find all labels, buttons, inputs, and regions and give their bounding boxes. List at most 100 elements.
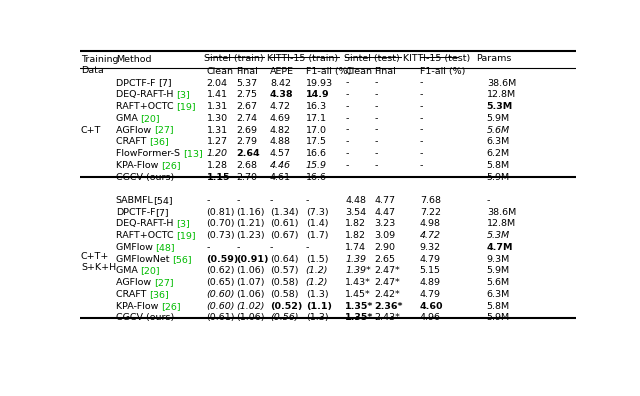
Text: Clean: Clean [346,67,372,76]
Text: -: - [420,79,423,88]
Text: 3.23: 3.23 [374,219,396,228]
Text: KPA-Flow: KPA-Flow [116,161,161,170]
Text: (1.06): (1.06) [236,313,265,322]
Text: GMFlow: GMFlow [116,243,156,252]
Text: 9.3M: 9.3M [486,255,510,264]
Text: -: - [270,243,273,252]
Text: 5.9M: 5.9M [486,114,510,123]
Text: DPCTF-F: DPCTF-F [116,79,158,88]
Text: 5.9M: 5.9M [486,173,510,181]
Text: Sintel (test): Sintel (test) [344,54,400,63]
Text: (1.7): (1.7) [306,231,328,240]
Text: (0.73): (0.73) [207,231,235,240]
Text: 4.47: 4.47 [374,208,395,217]
Text: -: - [346,90,349,99]
Text: 2.70: 2.70 [236,173,257,181]
Text: [26]: [26] [161,161,180,170]
Text: -: - [270,196,273,205]
Text: GMFlowNet: GMFlowNet [116,255,172,264]
Text: [19]: [19] [177,102,196,111]
Text: (0.91): (0.91) [236,255,269,264]
Text: 4.38: 4.38 [270,90,294,99]
Text: 6.3M: 6.3M [486,290,510,299]
Text: 5.9M: 5.9M [486,267,510,276]
Text: -: - [374,161,378,170]
Text: S+K+H: S+K+H [81,263,116,272]
Text: 4.57: 4.57 [270,149,291,158]
Text: (1.4): (1.4) [306,219,328,228]
Text: 2.42*: 2.42* [374,290,400,299]
Text: (0.64): (0.64) [270,255,298,264]
Text: -: - [420,137,423,146]
Text: CRAFT: CRAFT [116,137,149,146]
Text: 5.3M: 5.3M [486,102,513,111]
Text: -: - [207,196,210,205]
Text: 2.64: 2.64 [236,149,260,158]
Text: -: - [346,79,349,88]
Text: [48]: [48] [156,243,175,252]
Text: (0.61): (0.61) [270,219,298,228]
Text: 16.6: 16.6 [306,149,326,158]
Text: 15.9: 15.9 [306,161,326,170]
Text: -: - [346,161,349,170]
Text: 12.8M: 12.8M [486,90,516,99]
Text: 38.6M: 38.6M [486,208,516,217]
Text: 4.82: 4.82 [270,126,291,135]
Text: [26]: [26] [161,302,180,311]
Text: (1.1): (1.1) [306,302,332,311]
Text: DEQ-RAFT-H: DEQ-RAFT-H [116,219,176,228]
Text: 5.9M: 5.9M [486,313,510,322]
Text: [54]: [54] [154,196,173,205]
Text: 2.47*: 2.47* [374,278,400,287]
Text: 2.90: 2.90 [374,243,395,252]
Text: GMA: GMA [116,114,141,123]
Text: KITTI-15 (train): KITTI-15 (train) [267,54,339,63]
Text: FlowFormer-S: FlowFormer-S [116,149,182,158]
Text: 2.36*: 2.36* [374,302,403,311]
Text: -: - [374,126,378,135]
Text: -: - [346,137,349,146]
Text: -: - [346,102,349,111]
Text: (1.21): (1.21) [236,219,265,228]
Text: Final: Final [374,67,396,76]
Text: -: - [374,102,378,111]
Text: 2.79: 2.79 [236,137,257,146]
Text: (1.02): (1.02) [236,302,265,311]
Text: (0.81): (0.81) [207,208,235,217]
Text: 1.82: 1.82 [346,231,366,240]
Text: 4.96: 4.96 [420,313,441,322]
Text: -: - [346,114,349,123]
Text: F1-all (%): F1-all (%) [306,67,351,76]
Text: 1.15: 1.15 [207,173,230,181]
Text: (0.52): (0.52) [270,302,302,311]
Text: 2.47*: 2.47* [374,267,400,276]
Text: 4.89: 4.89 [420,278,441,287]
Text: -: - [346,126,349,135]
Text: 4.72: 4.72 [270,102,291,111]
Text: C+T: C+T [81,126,101,135]
Text: (0.65): (0.65) [207,278,235,287]
Text: [7]: [7] [156,208,169,217]
Text: DPCTF-F: DPCTF-F [116,208,156,217]
Text: 5.6M: 5.6M [486,278,510,287]
Text: 2.65: 2.65 [374,255,395,264]
Text: 1.31: 1.31 [207,102,228,111]
Text: 17.1: 17.1 [306,114,326,123]
Text: 7.22: 7.22 [420,208,441,217]
Text: (1.3): (1.3) [306,290,328,299]
Text: Sintel (train): Sintel (train) [204,54,264,63]
Text: 2.74: 2.74 [236,114,257,123]
Text: -: - [236,196,239,205]
Text: [56]: [56] [172,255,192,264]
Text: 16.6: 16.6 [306,173,326,181]
Text: 2.43*: 2.43* [374,313,400,322]
Text: 14.9: 14.9 [306,90,330,99]
Text: 1.35*: 1.35* [346,313,374,322]
Text: F1-all (%): F1-all (%) [420,67,465,76]
Text: 1.41: 1.41 [207,90,227,99]
Text: 4.98: 4.98 [420,219,441,228]
Text: 1.28: 1.28 [207,161,227,170]
Text: -: - [420,114,423,123]
Text: [36]: [36] [149,137,169,146]
Text: -: - [420,161,423,170]
